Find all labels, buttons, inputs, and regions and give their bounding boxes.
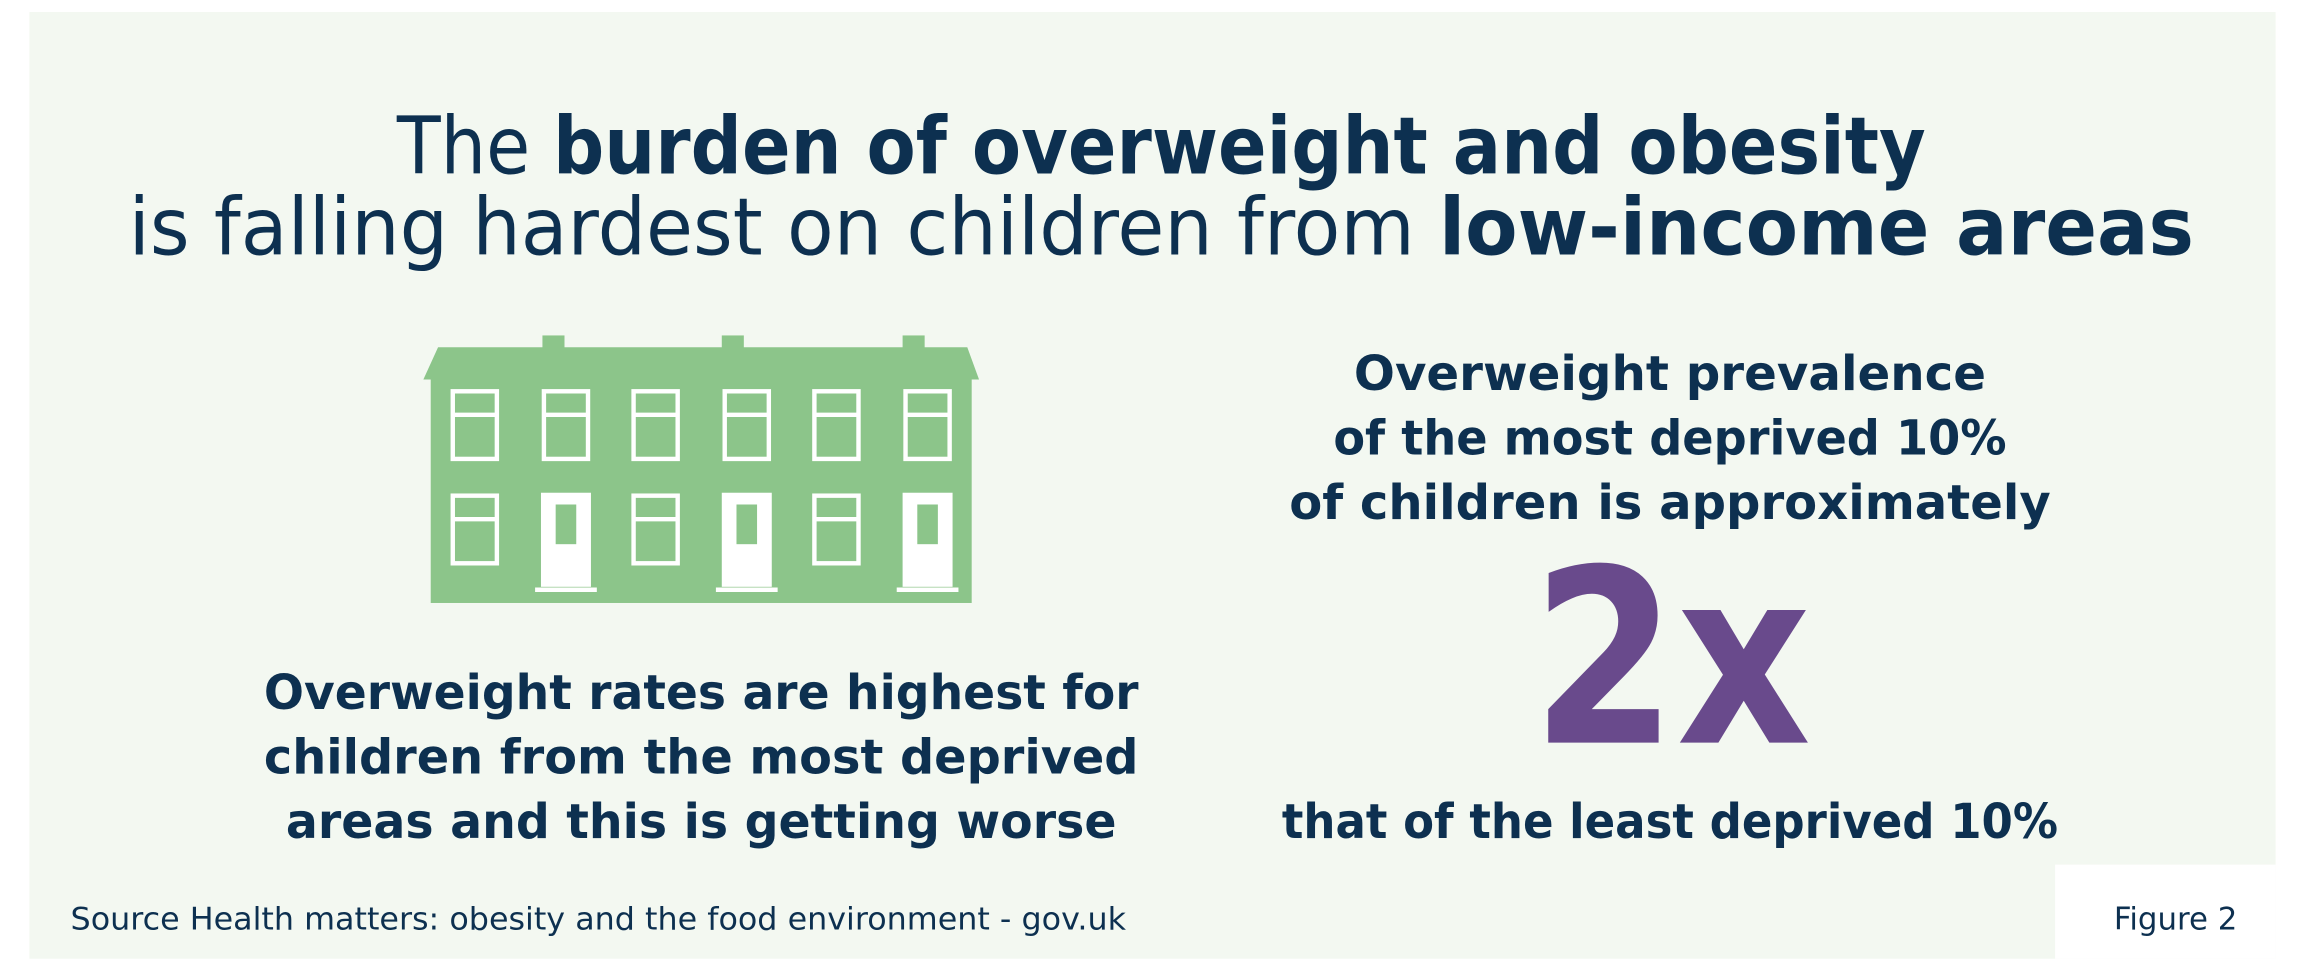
title-line-2: is falling hardest on children from low-… <box>129 181 2194 274</box>
right-footer: that of the least deprived 10% <box>1282 794 2058 850</box>
title-part: low-income areas <box>1439 181 2194 274</box>
figure-label-box <box>2055 864 2276 959</box>
highlight-number: 2x <box>1532 519 1811 801</box>
left-caption-line: areas and this is getting worse <box>286 794 1117 850</box>
figure-label: Figure 2 <box>2114 901 2237 937</box>
panel <box>29 12 2276 959</box>
title-part: is falling hardest on children from <box>129 181 1439 274</box>
left-caption-line: Overweight rates are highest for <box>264 665 1139 721</box>
right-text-line: of the most deprived 10% <box>1333 411 2006 467</box>
title-part: burden of overweight and obesity <box>553 100 1926 193</box>
building-icon <box>423 335 980 603</box>
title-part: The <box>396 100 553 193</box>
source-note: Source Health matters: obesity and the f… <box>71 901 1127 937</box>
left-caption-line: children from the most deprived <box>264 730 1139 786</box>
title-line-1: The burden of overweight and obesity <box>396 100 1926 193</box>
right-text-line: Overweight prevalence <box>1354 346 1986 402</box>
right-text-line: of children is approximately <box>1289 475 2050 531</box>
